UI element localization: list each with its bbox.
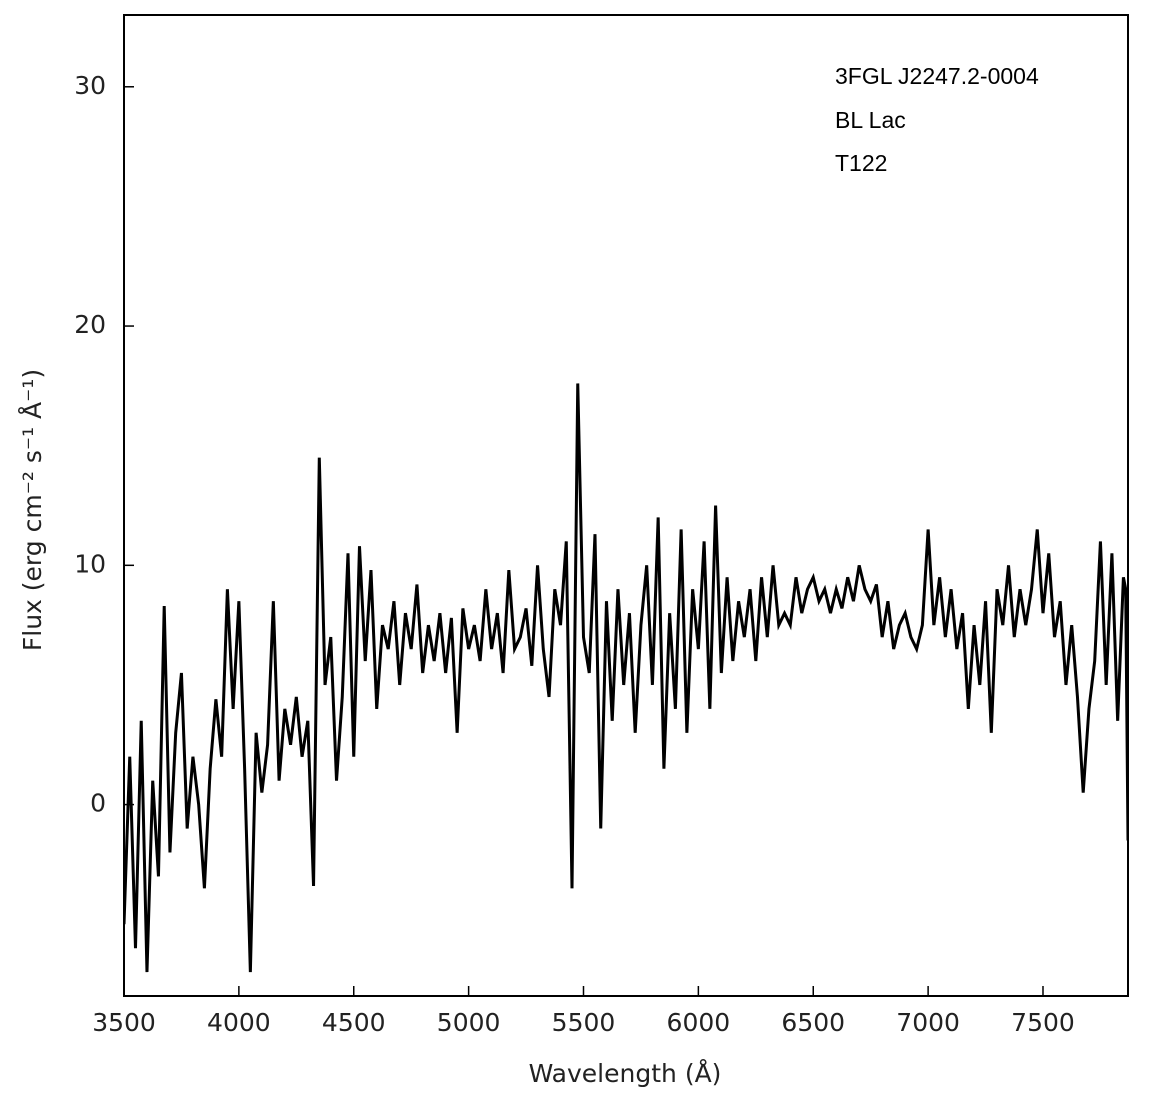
y-tick-label: 20 bbox=[74, 310, 106, 339]
x-tick-label: 6500 bbox=[781, 1008, 845, 1037]
plot-frame bbox=[123, 14, 1129, 997]
spectrum-line bbox=[124, 383, 1128, 973]
annotation: BL Lac bbox=[835, 107, 906, 133]
x-axis-label: Wavelength (Å) bbox=[529, 1059, 722, 1088]
x-tick-label: 7000 bbox=[896, 1008, 960, 1037]
x-tick-label: 5000 bbox=[437, 1008, 501, 1037]
x-tick-label: 6000 bbox=[667, 1008, 731, 1037]
y-tick-label: 10 bbox=[74, 549, 106, 578]
x-tick-label: 4500 bbox=[322, 1008, 386, 1037]
annotation: 3FGL J2247.2-0004 bbox=[835, 63, 1039, 89]
annotation: T122 bbox=[835, 150, 887, 176]
x-tick-label: 5500 bbox=[552, 1008, 616, 1037]
x-tick-label: 4000 bbox=[207, 1008, 271, 1037]
x-tick-label: 7500 bbox=[1011, 1008, 1075, 1037]
y-tick-label: 30 bbox=[74, 71, 106, 100]
y-tick-label: 0 bbox=[90, 789, 106, 818]
x-tick-label: 3500 bbox=[92, 1008, 156, 1037]
y-axis-label: Flux (erg cm⁻² s⁻¹ Å⁻¹) bbox=[18, 369, 47, 651]
